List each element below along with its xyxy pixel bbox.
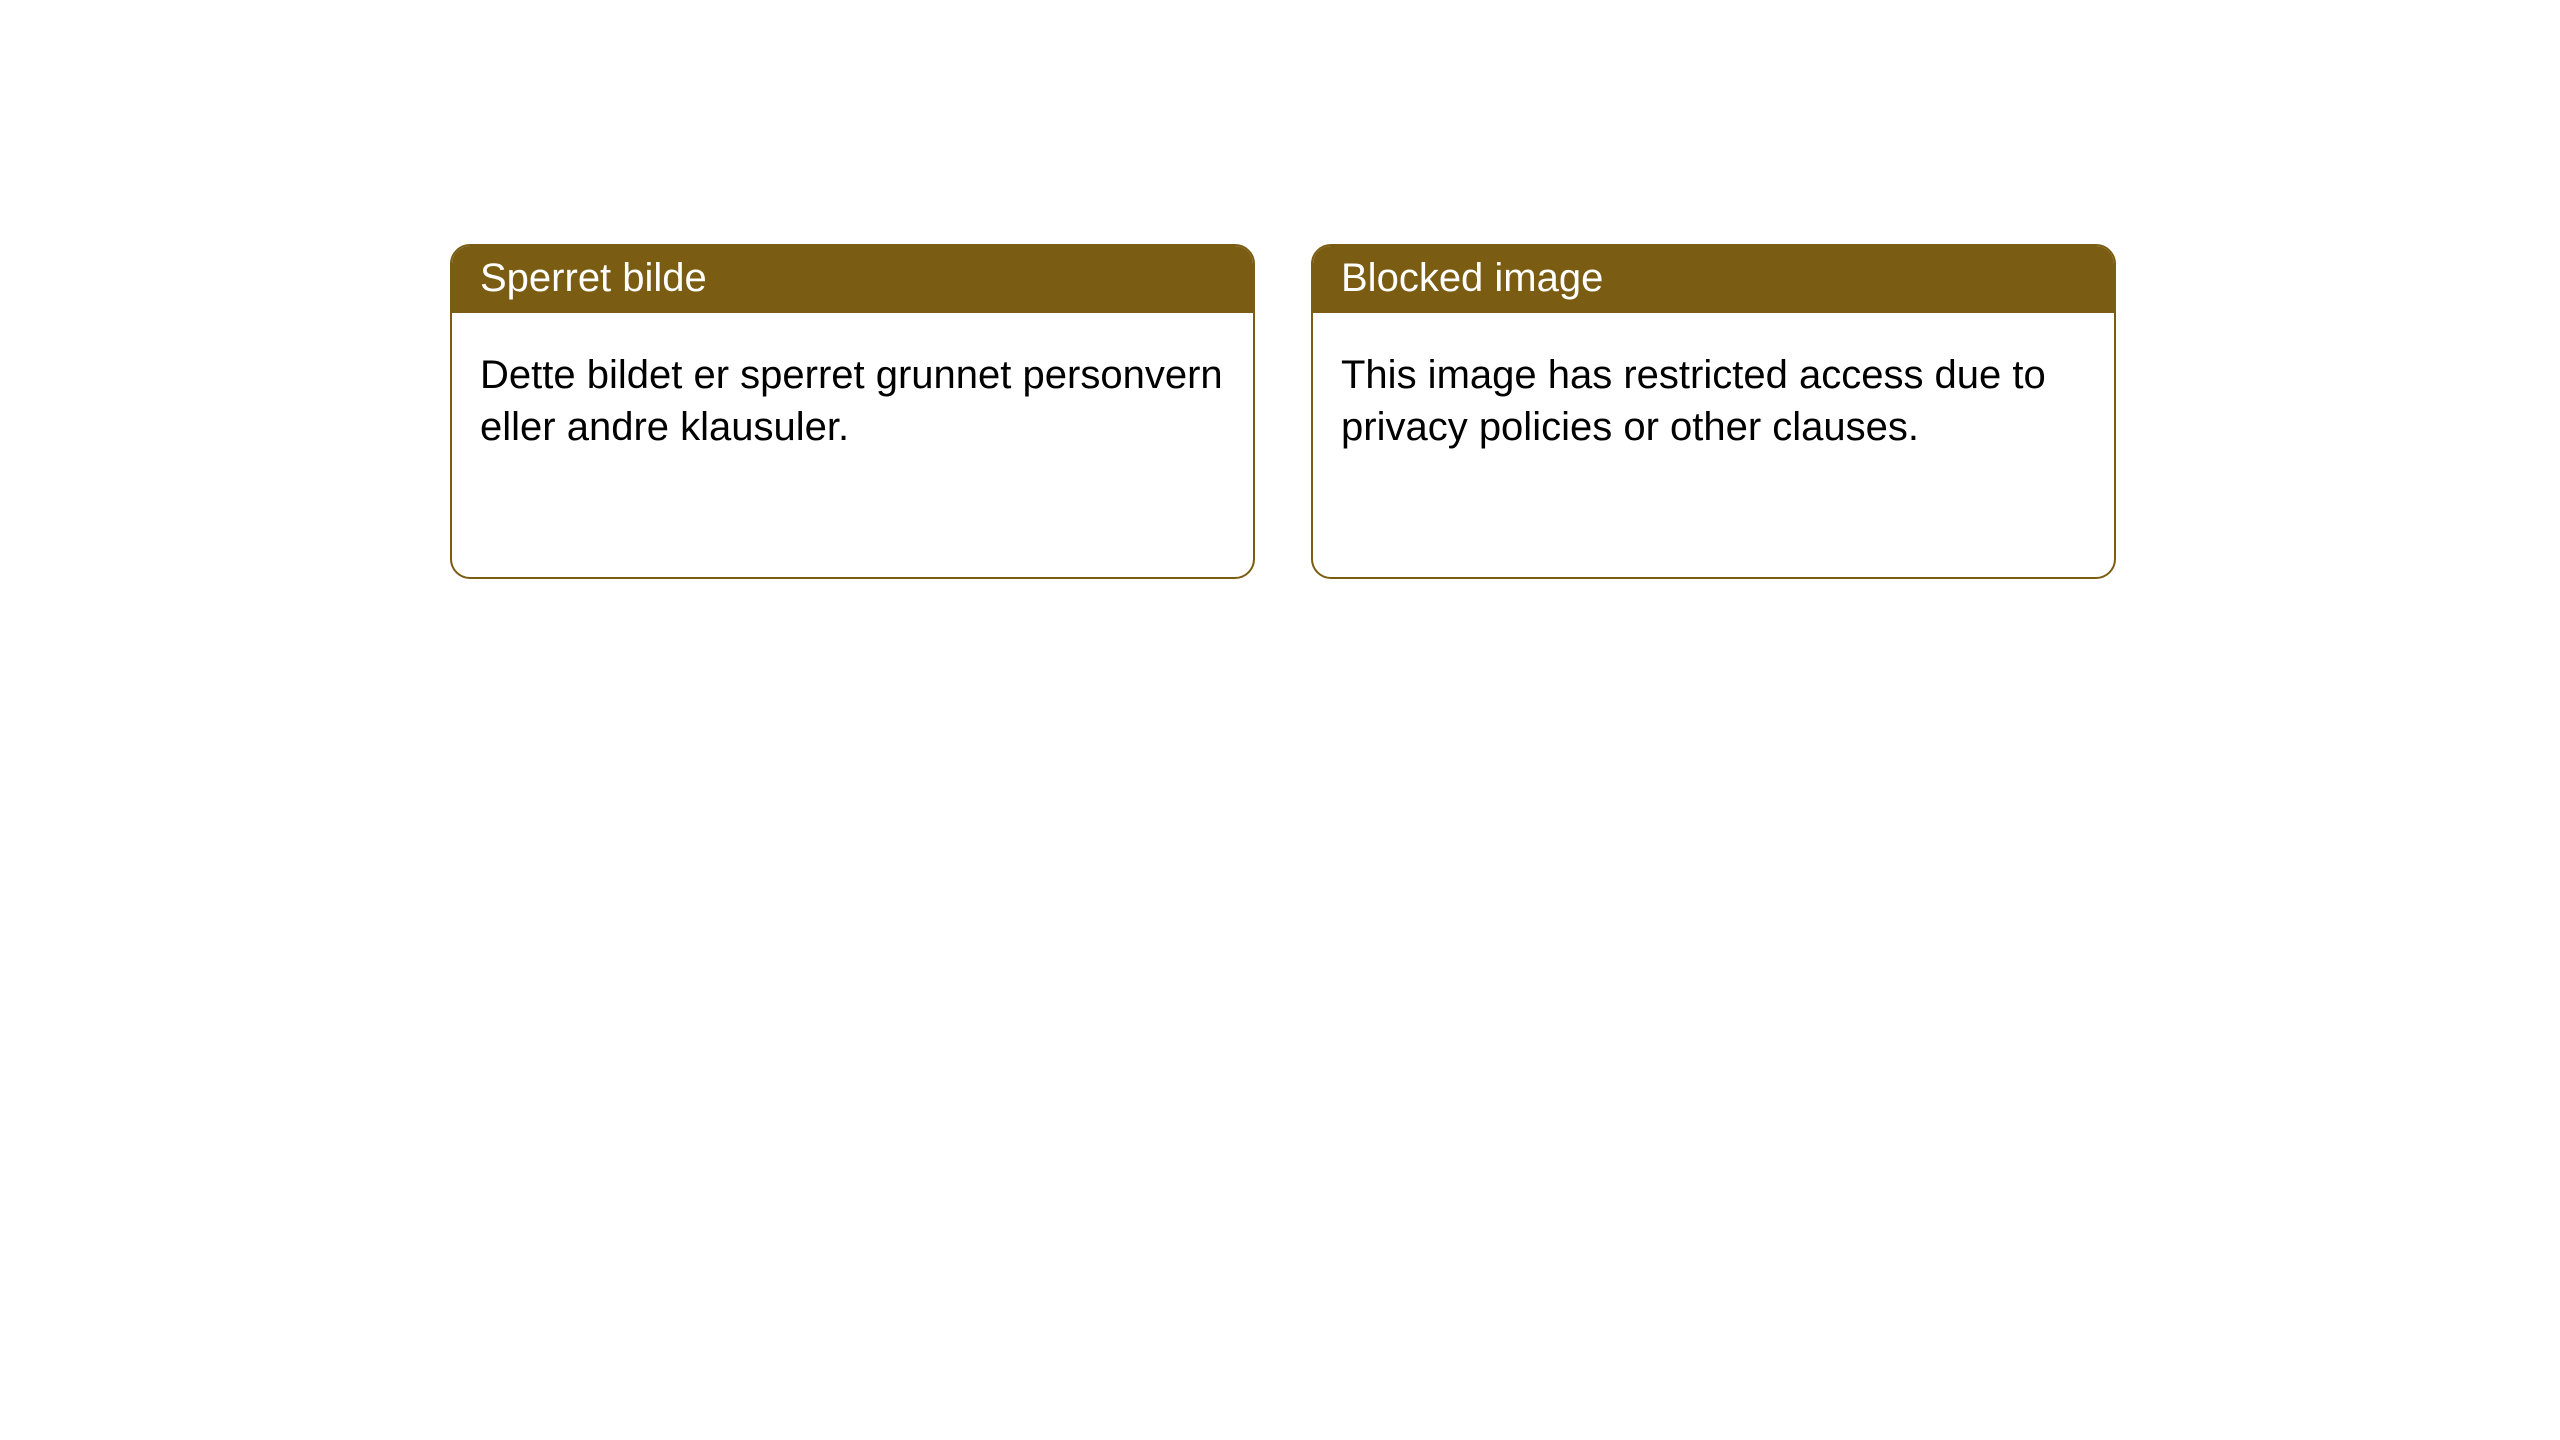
blocked-image-card-norwegian: Sperret bilde Dette bildet er sperret gr… [450, 244, 1255, 579]
card-header-norwegian: Sperret bilde [452, 246, 1253, 313]
notice-cards-container: Sperret bilde Dette bildet er sperret gr… [0, 0, 2560, 579]
card-body-english: This image has restricted access due to … [1313, 313, 2114, 489]
card-title-norwegian: Sperret bilde [480, 256, 707, 300]
card-text-english: This image has restricted access due to … [1341, 353, 2046, 449]
blocked-image-card-english: Blocked image This image has restricted … [1311, 244, 2116, 579]
card-text-norwegian: Dette bildet er sperret grunnet personve… [480, 353, 1223, 449]
card-header-english: Blocked image [1313, 246, 2114, 313]
card-title-english: Blocked image [1341, 256, 1603, 300]
card-body-norwegian: Dette bildet er sperret grunnet personve… [452, 313, 1253, 489]
